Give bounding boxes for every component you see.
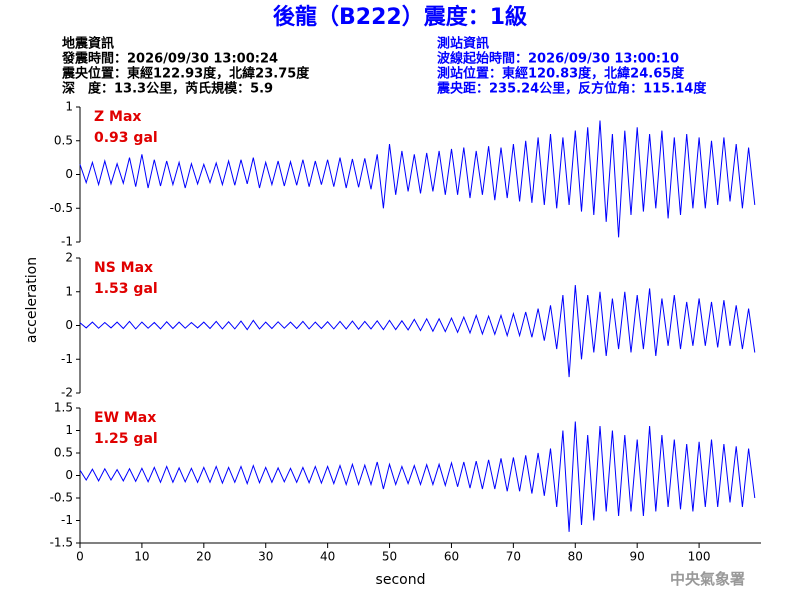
y-tick-label: -2 [61, 386, 73, 400]
y-tick-label: -1 [61, 513, 73, 527]
x-tick-label: 90 [630, 550, 645, 564]
y-tick-label: -0.5 [50, 201, 73, 215]
y-tick-label: 0 [65, 318, 73, 332]
annotation: 1.25 gal [94, 431, 158, 447]
y-tick-label: -0.5 [50, 491, 73, 505]
annotation: EW Max [94, 410, 156, 426]
y-tick-label: 2 [65, 251, 73, 265]
x-axis-label: second [376, 572, 426, 588]
y-tick-label: -1 [61, 352, 73, 366]
x-tick-label: 100 [688, 550, 711, 564]
y-tick-label: 1 [65, 423, 73, 437]
waveform [79, 421, 756, 532]
x-tick-label: 80 [568, 550, 583, 564]
info: 測站資訊 [437, 36, 489, 52]
y-tick-label: 0 [65, 167, 73, 181]
annotation: Z Max [94, 109, 141, 125]
y-tick-label: 1 [65, 284, 73, 298]
y-tick-label: 0.5 [54, 446, 73, 460]
x-tick-label: 70 [506, 550, 521, 564]
y-tick-label: 1.5 [54, 401, 73, 415]
x-tick-label: 40 [320, 550, 335, 564]
annotation: 1.53 gal [94, 281, 158, 297]
x-tick-label: 0 [76, 550, 84, 564]
y-tick-label: 0 [65, 468, 73, 482]
x-tick-label: 50 [382, 550, 397, 564]
waveform [79, 284, 756, 378]
info: 地震資訊 [62, 36, 114, 52]
y-tick-label: 0.5 [54, 133, 73, 147]
x-tick-label: 10 [134, 550, 149, 564]
x-tick-label: 20 [196, 550, 211, 564]
y-tick-label: -1 [61, 235, 73, 249]
annotation: NS Max [94, 260, 153, 276]
waveform [79, 120, 756, 238]
info: 發震時間：2026/09/30 13:00:24 [61, 51, 278, 67]
title: 後龍（B222）震度：1級 [273, 4, 527, 30]
info: 震央位置：東經122.93度，北緯23.75度 [61, 66, 310, 82]
annotation: 0.93 gal [94, 130, 158, 146]
x-tick-label: 30 [258, 550, 273, 564]
y-tick-label: -1.5 [50, 536, 73, 550]
info: 震央距：235.24公里，反方位角：115.14度 [436, 81, 707, 97]
info: 波線起始時間：2026/09/30 13:00:10 [437, 51, 679, 67]
y-tick-label: 1 [65, 100, 73, 114]
info: 測站位置：東經120.83度，北緯24.65度 [437, 66, 685, 82]
info: 深 度：13.3公里，芮氏規模：5.9 [62, 81, 273, 97]
y-axis-label: acceleration [24, 257, 40, 343]
footer: 中央氣象署 [670, 570, 745, 588]
x-tick-label: 60 [444, 550, 459, 564]
